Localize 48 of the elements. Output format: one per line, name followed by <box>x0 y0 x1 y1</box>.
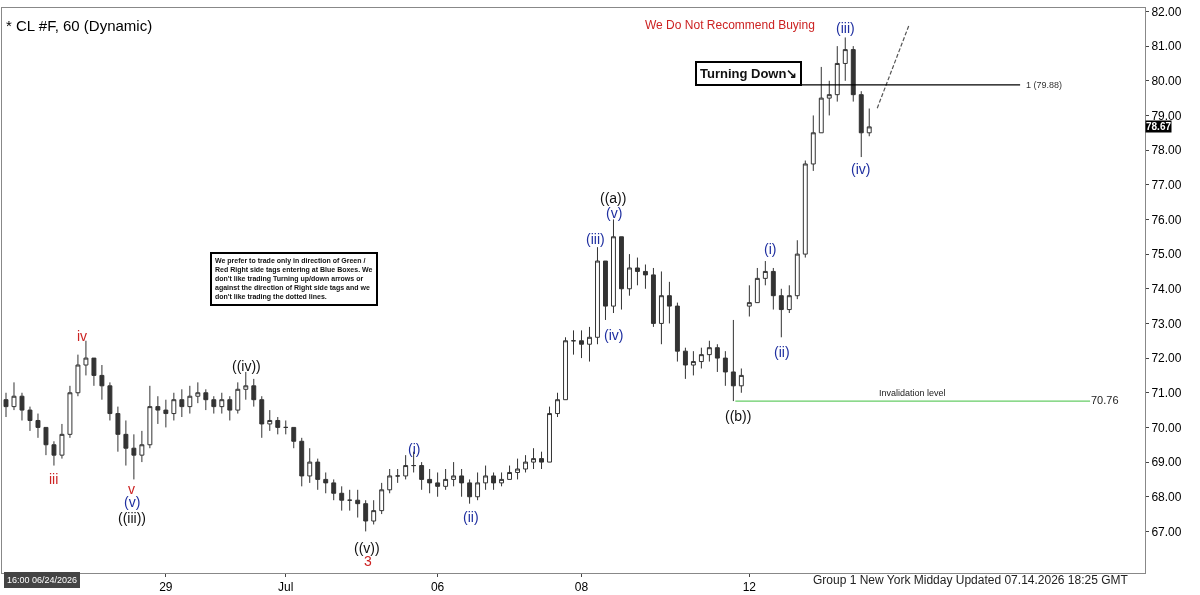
text: Group 1 New York Midday Updated 07.14.2026 18:25 GMT <box>813 573 1129 587</box>
annotation: (v) <box>606 205 623 221</box>
x-tick-label: Jul <box>278 580 294 595</box>
y-tick-label: 78.00 <box>1151 143 1182 158</box>
annotation: (iii) <box>836 20 855 36</box>
y-tick-label: 69.00 <box>1151 455 1182 470</box>
x-tick-label: 12 <box>742 580 757 595</box>
y-tick-label: 67.00 <box>1151 524 1182 539</box>
y-tick-label: 79.00 <box>1151 108 1182 123</box>
y-tick-label: 73.00 <box>1151 316 1182 331</box>
y-tick-label: 68.00 <box>1151 489 1182 504</box>
y-tick-label: 81.00 <box>1151 39 1182 54</box>
annotation: ((b)) <box>725 408 752 424</box>
annotation: ((iii)) <box>118 510 146 526</box>
annotation: iii <box>49 471 59 487</box>
annotation: (iv) <box>604 327 624 343</box>
y-tick-label: 72.00 <box>1151 351 1182 366</box>
x-tick-label: 29 <box>159 580 173 595</box>
annotation: 70.76 <box>1091 394 1119 406</box>
y-tick-label: 76.00 <box>1151 212 1182 227</box>
annotation: iv <box>77 328 88 344</box>
ref-line-label: Invalidation level <box>879 388 946 398</box>
annotation: v <box>128 481 135 497</box>
ref-line-label: 1 (79.88) <box>1026 80 1063 90</box>
y-tick-label: 70.00 <box>1151 420 1182 435</box>
annotation: (ii) <box>463 509 479 525</box>
annotation: (v) <box>124 494 141 510</box>
annotation: ((v)) <box>354 540 380 556</box>
annotation: We Do Not Recommend Buying <box>645 18 815 32</box>
annotation: ((a)) <box>600 190 627 206</box>
x-tick-label: 08 <box>574 580 589 595</box>
text: 16:00 06/24/2026 <box>7 575 78 585</box>
x-tick-label: 06 <box>430 580 445 595</box>
y-tick-label: 74.00 <box>1151 281 1182 296</box>
y-tick-label: 82.00 <box>1151 4 1182 19</box>
y-tick-label: 71.00 <box>1151 385 1182 400</box>
y-tick-label: 80.00 <box>1151 73 1182 88</box>
annotation: Turning Down↘ <box>700 66 798 81</box>
y-tick-label: 75.00 <box>1151 247 1182 262</box>
y-tick-label: 77.00 <box>1151 177 1182 192</box>
annotation: (i) <box>764 241 777 257</box>
text: * CL #F, 60 (Dynamic) <box>6 17 153 35</box>
annotation: (iii) <box>586 231 605 247</box>
annotation: (i) <box>408 441 421 457</box>
annotation: (iv) <box>851 161 871 177</box>
annotation: ((iv)) <box>232 358 261 374</box>
annotation: 78.67 <box>1146 121 1172 132</box>
annotation: (ii) <box>774 344 790 360</box>
